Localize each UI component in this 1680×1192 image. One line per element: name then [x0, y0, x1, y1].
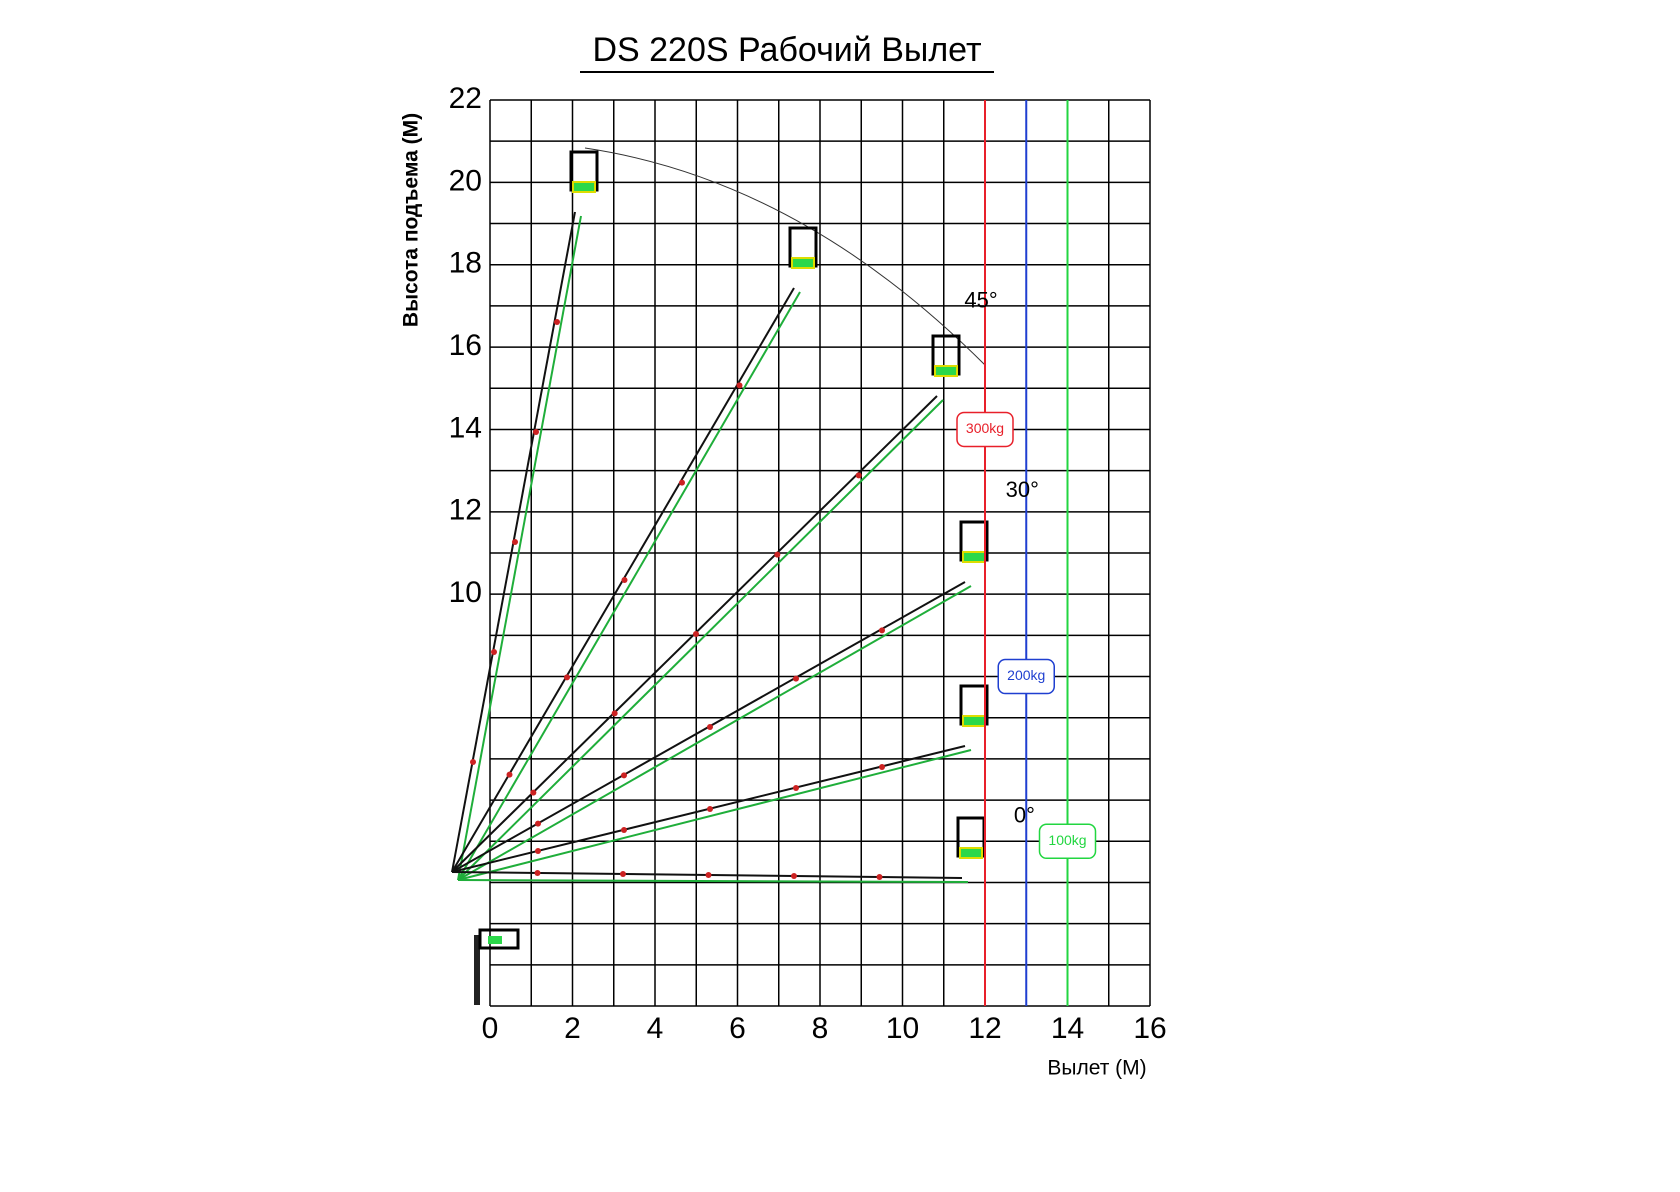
- limit-label: 200kg: [1007, 667, 1045, 683]
- angle-label: 45°: [964, 288, 997, 313]
- basket-floor: [791, 257, 815, 269]
- joint: [491, 649, 497, 655]
- x-axis-label: Вылет (М): [1047, 1057, 1146, 1080]
- boom: [457, 399, 944, 881]
- boom: [457, 585, 972, 881]
- joint: [705, 872, 712, 878]
- joint: [879, 627, 885, 634]
- base-post: [474, 935, 480, 1005]
- joint: [470, 759, 476, 765]
- joint: [679, 479, 685, 486]
- joint: [512, 539, 518, 545]
- joint: [535, 848, 541, 854]
- joint: [533, 429, 539, 435]
- base-mark: [488, 936, 502, 944]
- boom: [457, 879, 969, 883]
- x-tick-label: 14: [1051, 1012, 1084, 1045]
- joint: [876, 874, 883, 880]
- booms: [451, 147, 989, 1005]
- boom: [457, 291, 801, 881]
- boom: [457, 749, 972, 881]
- joint: [707, 806, 713, 812]
- joint: [506, 771, 513, 778]
- joint: [621, 577, 628, 583]
- x-tick-label: 4: [647, 1012, 664, 1045]
- angle-label: 30°: [1006, 477, 1039, 502]
- y-tick-label: 12: [449, 494, 482, 527]
- basket-floor: [959, 847, 983, 859]
- joint: [621, 772, 627, 779]
- y-tick-label: 10: [449, 576, 482, 609]
- x-tick-label: 16: [1133, 1012, 1166, 1045]
- basket-floor: [962, 551, 986, 563]
- x-tick-label: 8: [812, 1012, 829, 1045]
- base: [478, 928, 520, 950]
- y-tick-label: 16: [449, 329, 482, 362]
- joint: [736, 382, 743, 389]
- joint: [855, 472, 862, 479]
- joint: [693, 631, 699, 637]
- x-tick-label: 0: [482, 1012, 499, 1045]
- joint: [554, 319, 560, 325]
- joint: [879, 764, 885, 770]
- y-axis-label: Высота подъема (М): [400, 113, 423, 327]
- boom: [457, 215, 582, 881]
- y-tick-label: 18: [449, 247, 482, 280]
- joint: [707, 724, 713, 730]
- x-tick-label: 12: [968, 1012, 1001, 1045]
- joint: [534, 870, 541, 876]
- joint: [611, 710, 618, 717]
- chart-title: DS 220S Рабочий Вылет: [592, 31, 981, 69]
- joint: [621, 827, 627, 833]
- y-tick-label: 22: [449, 82, 482, 115]
- limit-label-box: [997, 658, 1055, 695]
- limit-label-box: [1038, 823, 1097, 860]
- basket-floor: [934, 365, 958, 377]
- x-tick-label: 2: [564, 1012, 581, 1045]
- joint: [793, 785, 799, 791]
- joint: [620, 871, 626, 877]
- x-tick-label: 6: [729, 1012, 746, 1045]
- limit-label-box: [956, 411, 1014, 448]
- joint: [793, 675, 799, 682]
- y-tick-label: 14: [449, 411, 482, 444]
- envelope: [584, 147, 986, 366]
- limit-label: 300kg: [966, 420, 1004, 436]
- x-tick-label: 10: [886, 1012, 919, 1045]
- basket-floor: [962, 715, 986, 727]
- joint: [774, 551, 781, 558]
- limit-label: 100kg: [1048, 832, 1086, 848]
- joint: [530, 789, 537, 796]
- joint: [564, 674, 570, 681]
- overlay: 300kg 200kg 100kg 45° 30° 0°: [956, 100, 1097, 1006]
- joint: [535, 820, 541, 827]
- y-tick-label: 20: [449, 164, 482, 197]
- basket-floor: [572, 181, 596, 193]
- angle-label: 0°: [1014, 802, 1035, 827]
- joint: [791, 873, 797, 879]
